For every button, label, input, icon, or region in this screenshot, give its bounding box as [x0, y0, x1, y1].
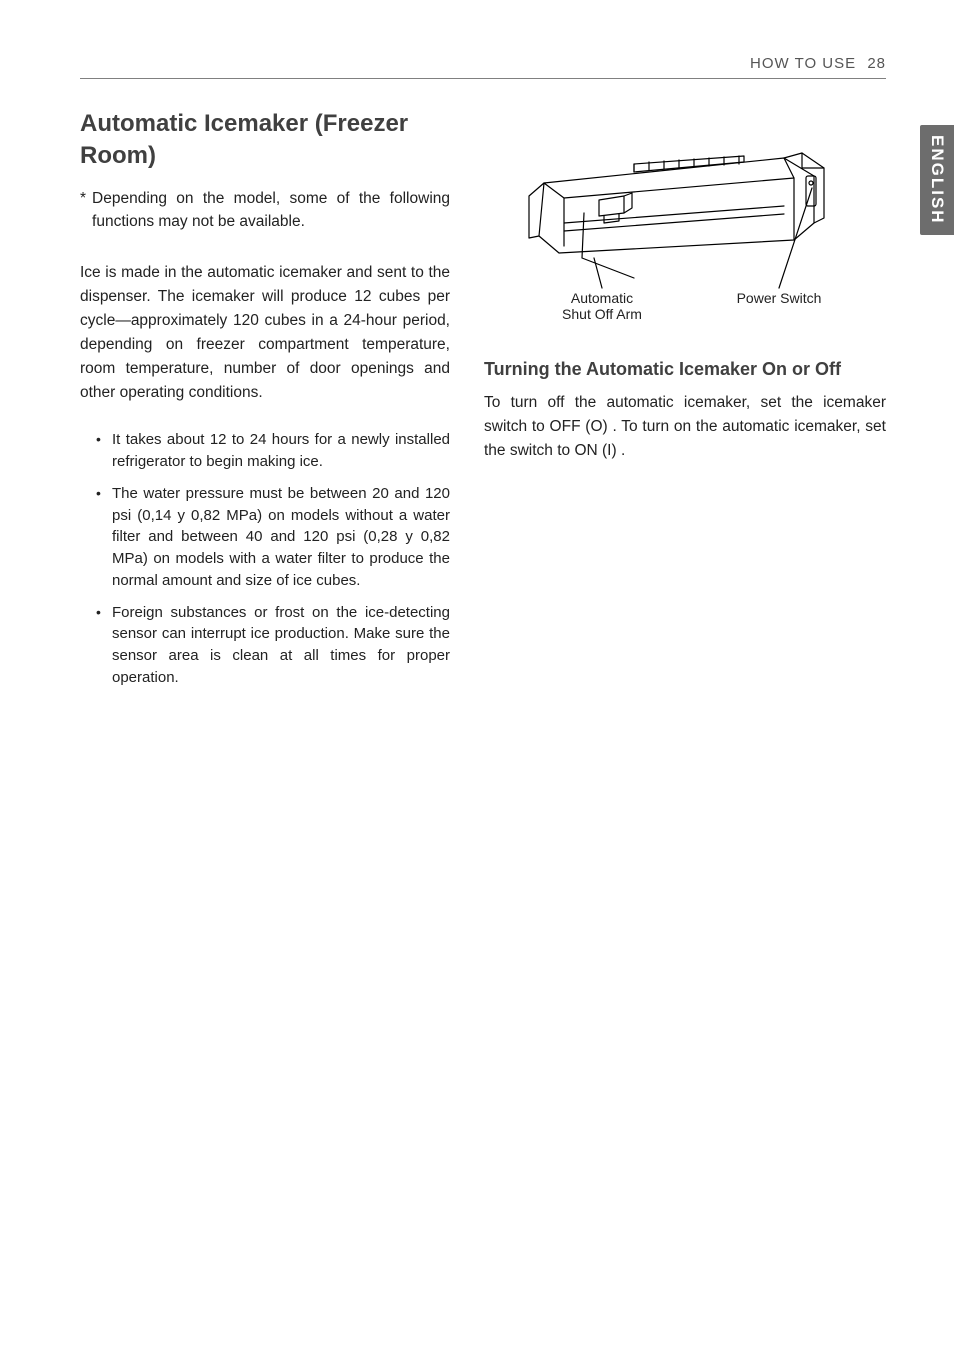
- section-title: Automatic Icemaker (Freezer Room): [80, 108, 450, 173]
- diagram-label-power: Power Switch: [724, 290, 834, 306]
- sub-paragraph: To turn off the automatic icemaker, set …: [484, 391, 886, 463]
- manual-page: HOW TO USE 28 ENGLISH Automatic Icemaker…: [0, 0, 954, 1348]
- content-area: Automatic Icemaker (Freezer Room) * Depe…: [80, 108, 886, 699]
- bullet-list: It takes about 12 to 24 hours for a newl…: [80, 429, 450, 688]
- list-item: Foreign substances or frost on the ice-d…: [112, 602, 450, 689]
- list-item: It takes about 12 to 24 hours for a newl…: [112, 429, 450, 473]
- footnote-text: Depending on the model, some of the foll…: [92, 187, 450, 234]
- asterisk-mark: *: [80, 187, 86, 234]
- diagram-label-shutoff: Automatic Shut Off Arm: [542, 290, 662, 322]
- diagram-label-shutoff-line1: Automatic: [571, 290, 633, 306]
- icemaker-diagram: Automatic Shut Off Arm Power Switch: [484, 128, 844, 333]
- language-tab: ENGLISH: [920, 125, 954, 235]
- model-footnote: * Depending on the model, some of the fo…: [80, 187, 450, 234]
- diagram-label-shutoff-line2: Shut Off Arm: [562, 306, 642, 322]
- header-page-number: 28: [867, 55, 886, 72]
- right-column: Automatic Shut Off Arm Power Switch Turn…: [484, 108, 886, 699]
- language-tab-label: ENGLISH: [927, 135, 947, 225]
- header-section-label: HOW TO USE: [750, 55, 856, 72]
- list-item: The water pressure must be between 20 an…: [112, 483, 450, 592]
- left-column: Automatic Icemaker (Freezer Room) * Depe…: [80, 108, 450, 699]
- intro-paragraph: Ice is made in the automatic icemaker an…: [80, 261, 450, 405]
- page-header: HOW TO USE 28: [80, 55, 886, 79]
- subheading: Turning the Automatic Icemaker On or Off: [484, 357, 886, 381]
